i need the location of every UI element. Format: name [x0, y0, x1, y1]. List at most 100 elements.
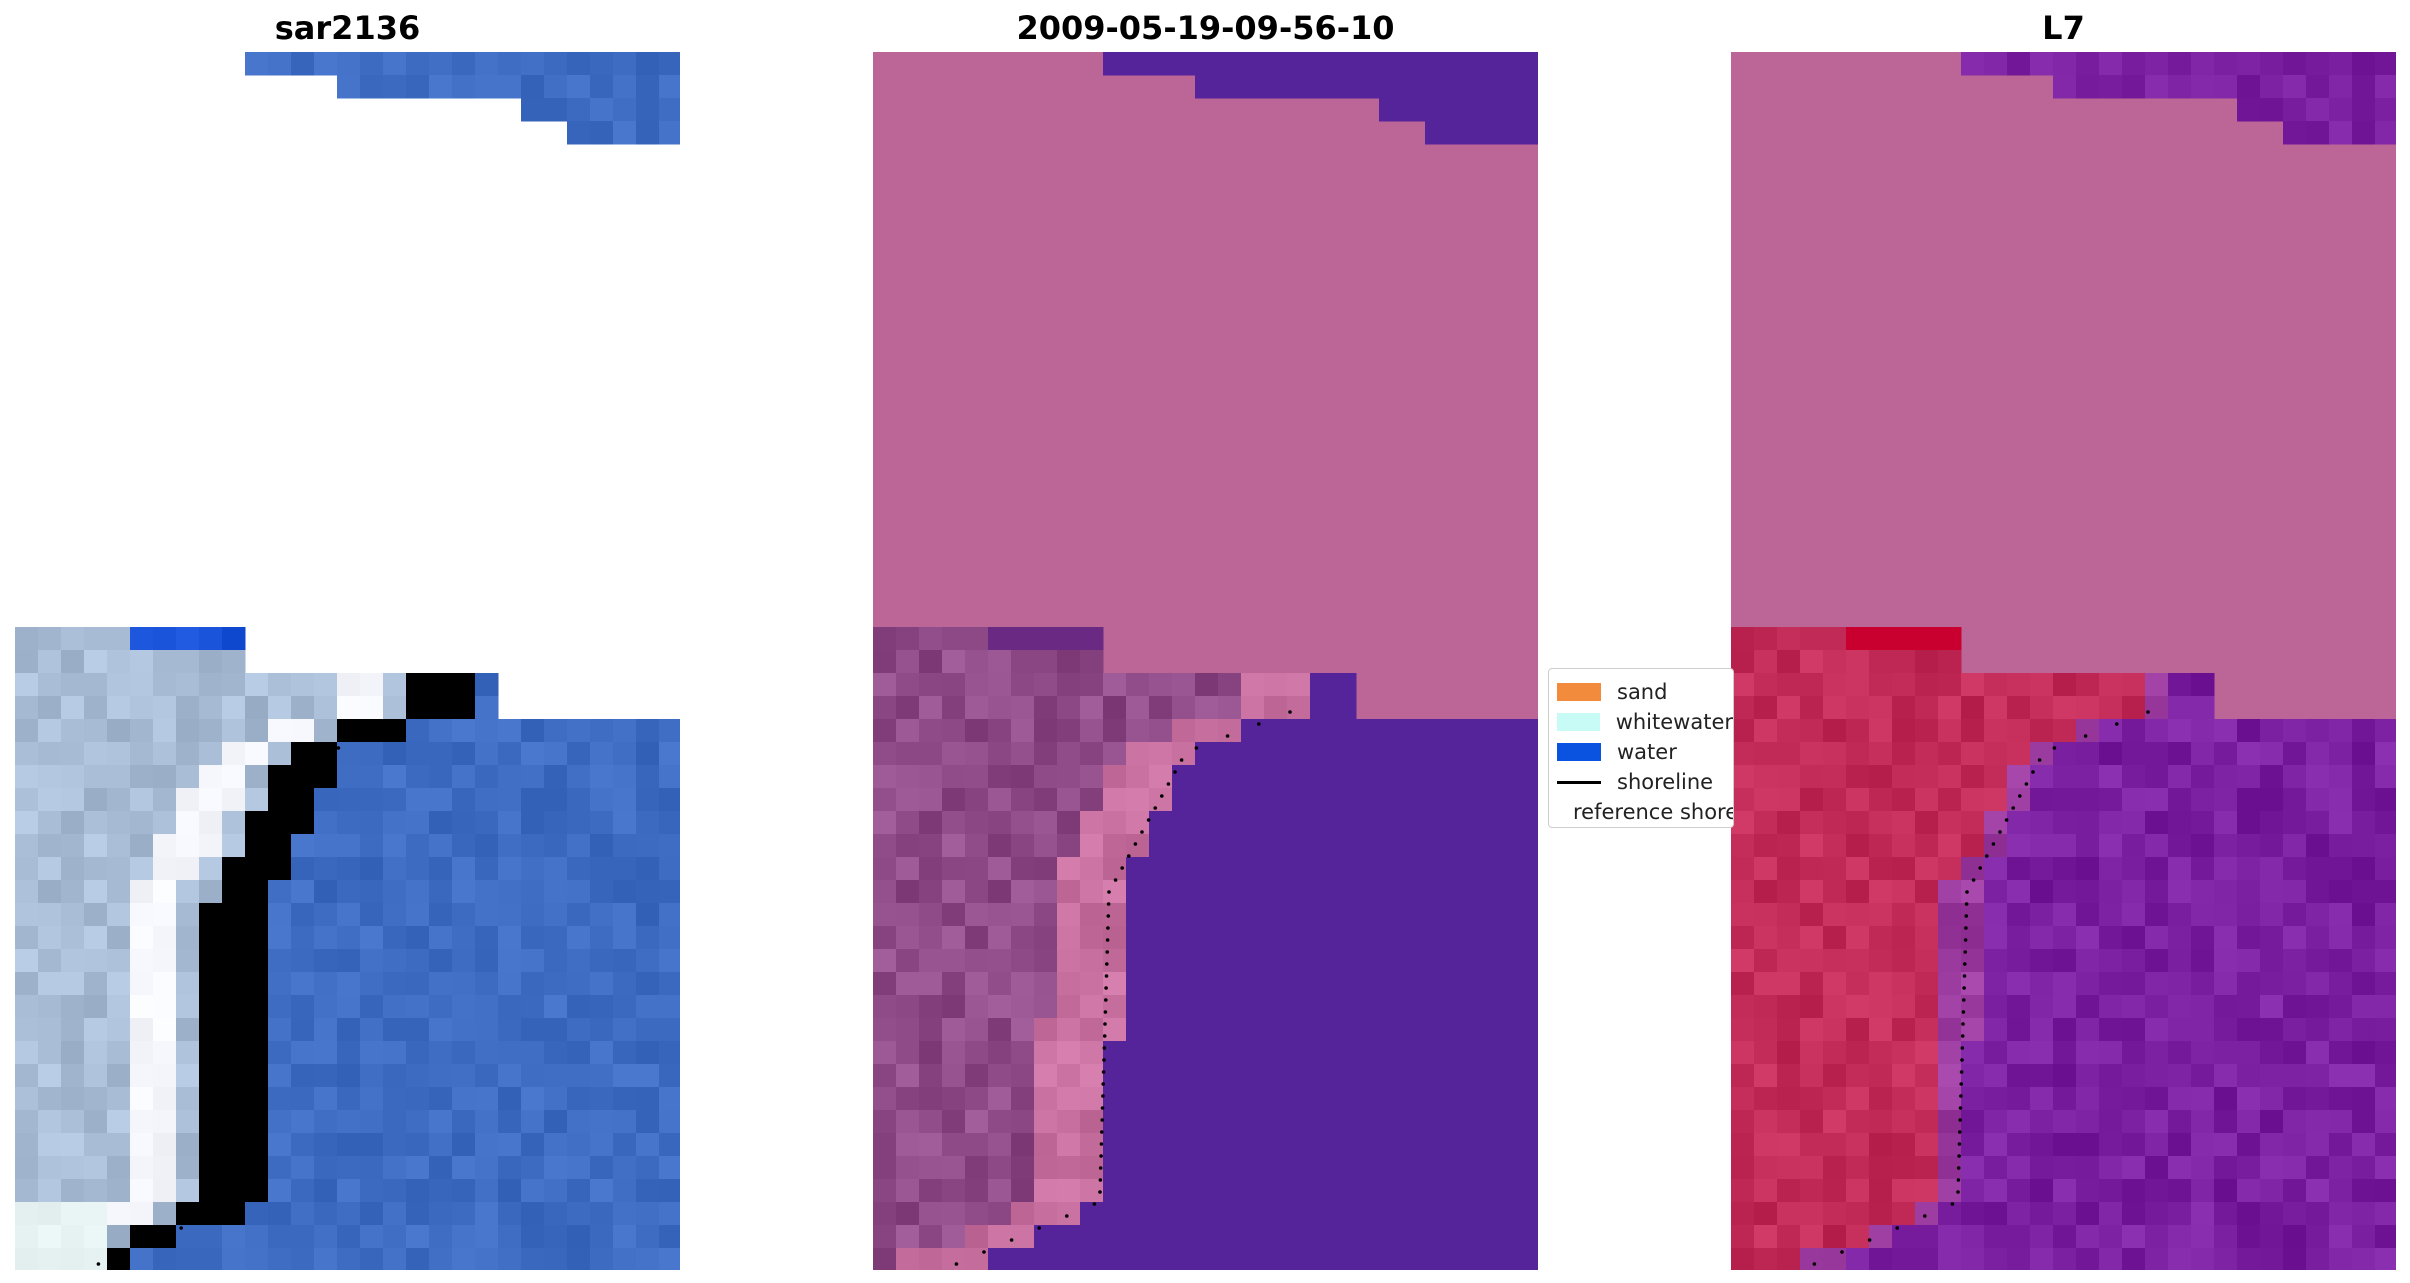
- raster-cell: [1915, 857, 1939, 881]
- raster-cell: [1333, 1156, 1357, 1180]
- raster-cell: [268, 765, 292, 789]
- raster-cell: [636, 1225, 660, 1249]
- raster-cell: [38, 972, 62, 996]
- raster-cell: [1379, 1133, 1403, 1157]
- raster-cell: [2191, 1041, 2215, 1065]
- raster-cell: [1126, 1018, 1150, 1042]
- raster-cell: [245, 811, 269, 835]
- raster-cell: [15, 742, 39, 766]
- raster-cell: [2053, 696, 2077, 720]
- raster-cell: [1241, 857, 1265, 881]
- raster-cell: [2122, 1248, 2146, 1270]
- raster-cell: [1754, 765, 1778, 789]
- raster-cell: [896, 1064, 920, 1088]
- raster-cell: [61, 995, 85, 1019]
- raster-cell: [2076, 1248, 2100, 1270]
- raster-cell: [1846, 811, 1870, 835]
- raster-cell: [2145, 1202, 2169, 1226]
- raster-cell: [2076, 834, 2100, 858]
- raster-cell: [2214, 1110, 2238, 1134]
- raster-cell: [2099, 995, 2123, 1019]
- raster-cell: [2329, 811, 2353, 835]
- raster-cell: [222, 1018, 246, 1042]
- raster-cell: [942, 972, 966, 996]
- raster-cell: [1310, 1041, 1334, 1065]
- raster-cell: [199, 1087, 223, 1111]
- raster-cell: [383, 1110, 407, 1134]
- raster-cell: [1287, 880, 1311, 904]
- raster-cell: [268, 696, 292, 720]
- raster-cell: [896, 1248, 920, 1270]
- raster-cell: [544, 1041, 568, 1065]
- raster-cell: [153, 1041, 177, 1065]
- raster-cell: [544, 811, 568, 835]
- raster-cell: [2237, 903, 2261, 927]
- raster-cell: [1080, 903, 1104, 927]
- raster-cell: [613, 949, 637, 973]
- raster-cell: [268, 1225, 292, 1249]
- raster-cell: [2237, 52, 2261, 76]
- raster-cell: [1425, 972, 1449, 996]
- raster-cell: [268, 903, 292, 927]
- shoreline-point: [1961, 1022, 1965, 1026]
- raster-cell: [1195, 949, 1219, 973]
- raster-cell: [1379, 995, 1403, 1019]
- raster-cell: [2122, 811, 2146, 835]
- raster-cell: [222, 949, 246, 973]
- raster-cell: [1800, 650, 1824, 674]
- raster-cell: [919, 880, 943, 904]
- raster-cell: [1264, 1248, 1288, 1270]
- raster-cell: [2122, 1179, 2146, 1203]
- raster-cell: [988, 1248, 1012, 1270]
- raster-cell: [2145, 1225, 2169, 1249]
- raster-cell: [1471, 972, 1495, 996]
- raster-cell: [1310, 52, 1334, 76]
- raster-cell: [1103, 1225, 1127, 1249]
- raster-cell: [176, 834, 200, 858]
- raster-cell: [1869, 788, 1893, 812]
- raster-cell: [636, 1248, 660, 1270]
- raster-cell: [1241, 880, 1265, 904]
- raster-cell: [1379, 857, 1403, 881]
- raster-cell: [2375, 765, 2396, 789]
- raster-cell: [1961, 788, 1985, 812]
- raster-cell: [84, 1156, 108, 1180]
- raster-cell: [896, 1041, 920, 1065]
- raster-cell: [153, 1179, 177, 1203]
- raster-cell: [2329, 972, 2353, 996]
- raster-cell: [2099, 52, 2123, 76]
- raster-cell: [544, 880, 568, 904]
- raster-cell: [1915, 1248, 1939, 1270]
- raster-cell: [1057, 949, 1081, 973]
- raster-cell: [1938, 857, 1962, 881]
- raster-cell: [1103, 972, 1127, 996]
- raster-cell: [2214, 857, 2238, 881]
- raster-cell: [2122, 765, 2146, 789]
- raster-cell: [199, 1202, 223, 1226]
- raster-cell: [1777, 788, 1801, 812]
- raster-cell: [1823, 765, 1847, 789]
- raster-cell: [1494, 52, 1518, 76]
- raster-cell: [176, 949, 200, 973]
- raster-cell: [1195, 1110, 1219, 1134]
- raster-cell: [1777, 1248, 1801, 1270]
- raster-cell: [291, 52, 315, 76]
- raster-cell: [919, 742, 943, 766]
- raster-cell: [153, 811, 177, 835]
- raster-cell: [2375, 1202, 2396, 1226]
- raster-cell: [2030, 903, 2054, 927]
- raster-cell: [1333, 1179, 1357, 1203]
- raster-cell: [1103, 742, 1127, 766]
- raster-cell: [942, 1110, 966, 1134]
- raster-cell: [1379, 834, 1403, 858]
- raster-cell: [1195, 1179, 1219, 1203]
- raster-cell: [1494, 765, 1518, 789]
- raster-cell: [2237, 995, 2261, 1019]
- raster-cell: [61, 880, 85, 904]
- raster-cell: [38, 1133, 62, 1157]
- raster-cell: [2099, 903, 2123, 927]
- raster-cell: [965, 1041, 989, 1065]
- raster-cell: [636, 880, 660, 904]
- raster-cell: [873, 673, 897, 697]
- raster-cell: [1126, 52, 1150, 76]
